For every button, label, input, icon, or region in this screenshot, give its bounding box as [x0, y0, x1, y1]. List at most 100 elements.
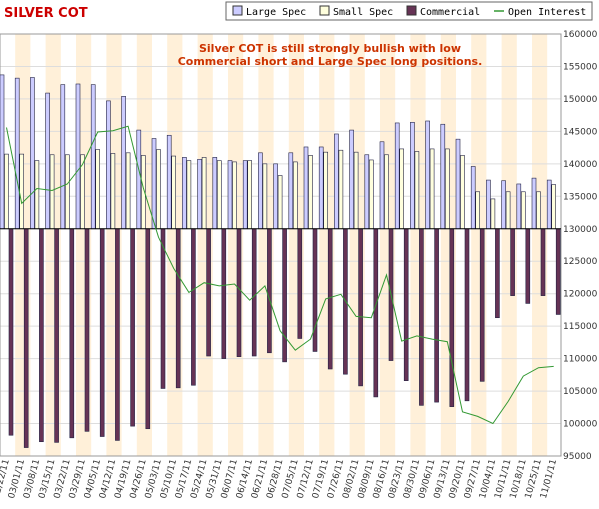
bar-small-spec	[186, 160, 192, 230]
week-band	[532, 34, 548, 456]
week-band	[288, 34, 304, 456]
bar-small-spec	[277, 175, 283, 230]
bar-commercial	[221, 228, 227, 359]
annotation: Silver COT is still strongly bullish wit…	[178, 42, 483, 68]
bar-commercial	[479, 228, 485, 382]
y-tick-label: 160000	[563, 30, 598, 40]
y-tick-label: 130000	[563, 225, 598, 235]
bar-large-spec	[303, 146, 309, 230]
legend-label-large-spec: Large Spec	[246, 7, 306, 18]
legend-label-commercial: Commercial	[420, 7, 480, 18]
bar-large-spec	[90, 84, 96, 230]
y-tick-label: 120000	[563, 290, 598, 300]
bar-commercial	[54, 228, 59, 443]
y-tick-label: 150000	[563, 95, 598, 105]
bar-small-spec	[232, 161, 237, 230]
bar-small-spec	[201, 157, 207, 230]
bar-commercial	[145, 228, 151, 430]
bar-large-spec	[318, 146, 324, 230]
x-tick-label: 02/22/11	[0, 458, 12, 500]
bar-commercial	[403, 228, 409, 381]
bar-commercial	[434, 228, 439, 403]
bar-large-spec	[182, 157, 187, 230]
bar-small-spec	[308, 155, 313, 230]
legend-label-open-interest: Open Interest	[508, 7, 586, 18]
bar-large-spec	[212, 157, 218, 230]
bar-commercial	[282, 228, 287, 363]
y-tick-label: 125000	[563, 257, 598, 267]
bar-commercial	[510, 228, 515, 296]
bar-commercial	[115, 228, 120, 441]
bar-small-spec	[368, 159, 374, 230]
bar-commercial	[8, 228, 14, 436]
bar-commercial	[191, 228, 196, 386]
bar-small-spec	[384, 154, 389, 230]
bar-large-spec	[364, 154, 370, 230]
bar-large-spec	[273, 163, 278, 230]
bar-large-spec	[121, 96, 126, 230]
bar-large-spec	[470, 166, 476, 230]
y-tick-label: 110000	[563, 355, 598, 365]
bar-commercial	[175, 228, 181, 389]
bar-commercial	[99, 228, 105, 437]
bar-commercial	[449, 228, 455, 407]
bar-large-spec	[455, 138, 461, 230]
bar-small-spec	[125, 152, 131, 230]
bar-small-spec	[34, 160, 40, 230]
bar-large-spec	[106, 100, 111, 230]
bar-small-spec	[65, 154, 70, 230]
bar-large-spec	[334, 133, 339, 230]
bar-small-spec	[520, 191, 526, 230]
bar-commercial	[69, 228, 75, 439]
bar-large-spec	[75, 83, 81, 230]
bar-small-spec	[247, 160, 252, 230]
bar-commercial	[267, 228, 272, 354]
bar-small-spec	[536, 191, 541, 230]
bar-small-spec	[338, 149, 344, 230]
bar-small-spec	[490, 198, 496, 230]
y-axis: 95000 100000 105000 110000 115000 120000 12500…	[563, 30, 598, 462]
bar-small-spec	[4, 153, 9, 230]
bar-small-spec	[429, 148, 435, 230]
bar-small-spec	[414, 151, 420, 230]
bar-commercial	[358, 228, 363, 387]
bar-large-spec	[151, 138, 157, 230]
annotation-line-1: Silver COT is still strongly bullish wit…	[199, 42, 461, 55]
bar-small-spec	[353, 151, 359, 230]
bar-small-spec	[475, 191, 481, 230]
bar-large-spec	[410, 121, 415, 230]
bar-small-spec	[110, 153, 116, 230]
bar-small-spec	[460, 155, 465, 230]
bar-commercial	[39, 228, 44, 443]
bar-commercial	[419, 228, 424, 406]
y-tick-label: 100000	[563, 420, 598, 430]
y-tick-label: 155000	[563, 62, 598, 72]
bar-large-spec	[546, 179, 552, 230]
legend-swatch-large-spec	[232, 5, 243, 16]
legend-swatch-commercial	[406, 5, 417, 16]
week-band	[501, 34, 517, 456]
bar-small-spec	[171, 155, 176, 230]
bar-large-spec	[258, 152, 263, 230]
y-tick-label: 140000	[563, 160, 598, 170]
bar-large-spec	[379, 141, 385, 230]
bar-small-spec	[551, 184, 557, 230]
bar-small-spec	[323, 151, 329, 230]
week-bands	[15, 34, 548, 456]
bar-commercial	[327, 228, 333, 370]
bar-commercial	[540, 228, 546, 296]
bar-large-spec	[30, 77, 35, 230]
bar-small-spec	[49, 154, 55, 230]
y-tick-label: 135000	[563, 192, 598, 202]
bar-commercial	[525, 228, 531, 304]
bar-large-spec	[425, 120, 430, 230]
bar-small-spec	[292, 161, 298, 230]
bar-large-spec	[14, 77, 20, 230]
bar-large-spec	[288, 152, 294, 230]
bar-small-spec	[505, 191, 511, 230]
bar-large-spec	[501, 180, 506, 230]
bar-commercial	[23, 228, 29, 448]
bar-large-spec	[166, 134, 172, 230]
bar-large-spec	[60, 84, 66, 230]
bar-commercial	[555, 228, 561, 315]
